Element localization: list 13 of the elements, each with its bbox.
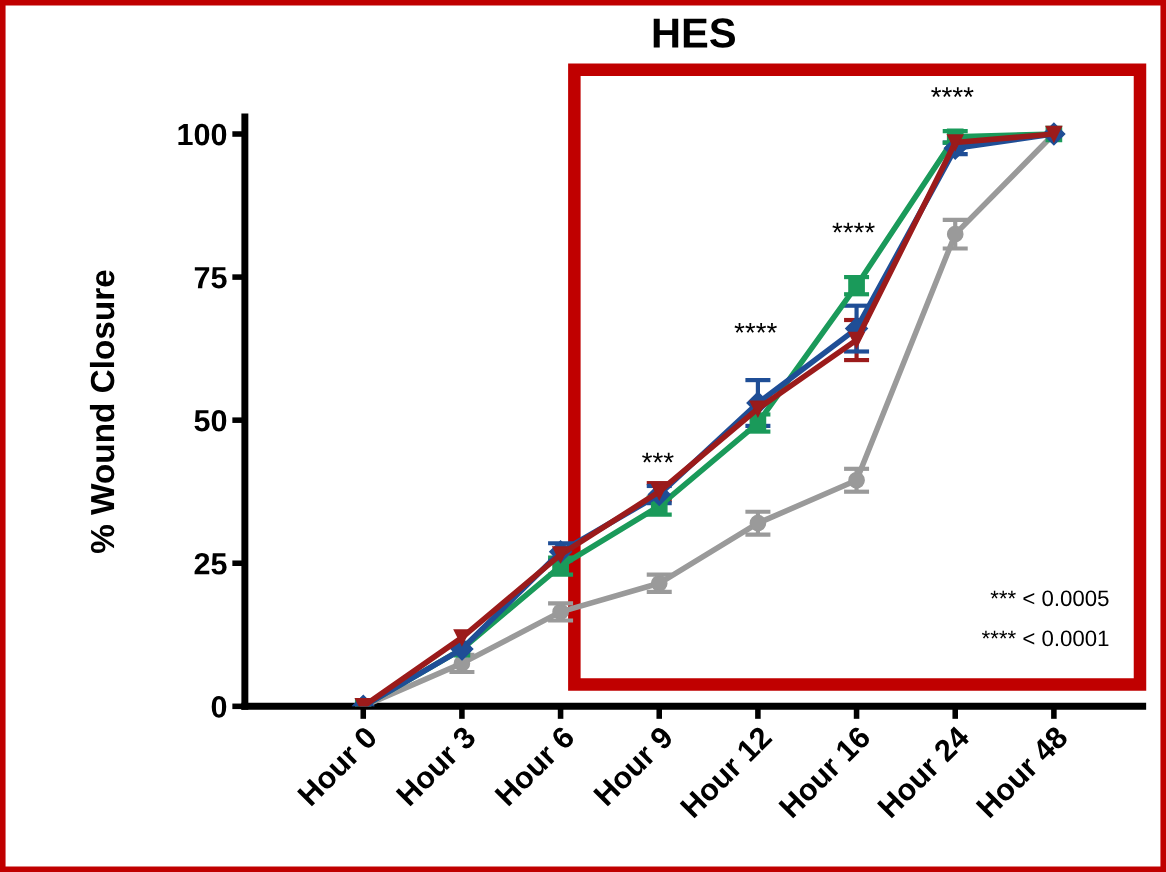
y-axis-title: % Wound Closure bbox=[89, 270, 115, 554]
annotation: **** < 0.0001 bbox=[981, 630, 1109, 647]
y-tick-label: 0 bbox=[211, 696, 227, 718]
y-tick-label: 25 bbox=[194, 552, 227, 575]
y-tick-label: 100 bbox=[178, 123, 227, 146]
chart-title: HES bbox=[653, 18, 735, 48]
annotation: *** < 0.0005 bbox=[990, 590, 1109, 607]
y-tick-label: 50 bbox=[194, 409, 227, 432]
text: **** bbox=[931, 87, 974, 97]
annotation: **** bbox=[832, 222, 875, 233]
y-tick-label: 75 bbox=[194, 267, 227, 289]
annotation: *** bbox=[642, 452, 674, 463]
annotation: **** bbox=[734, 323, 777, 333]
